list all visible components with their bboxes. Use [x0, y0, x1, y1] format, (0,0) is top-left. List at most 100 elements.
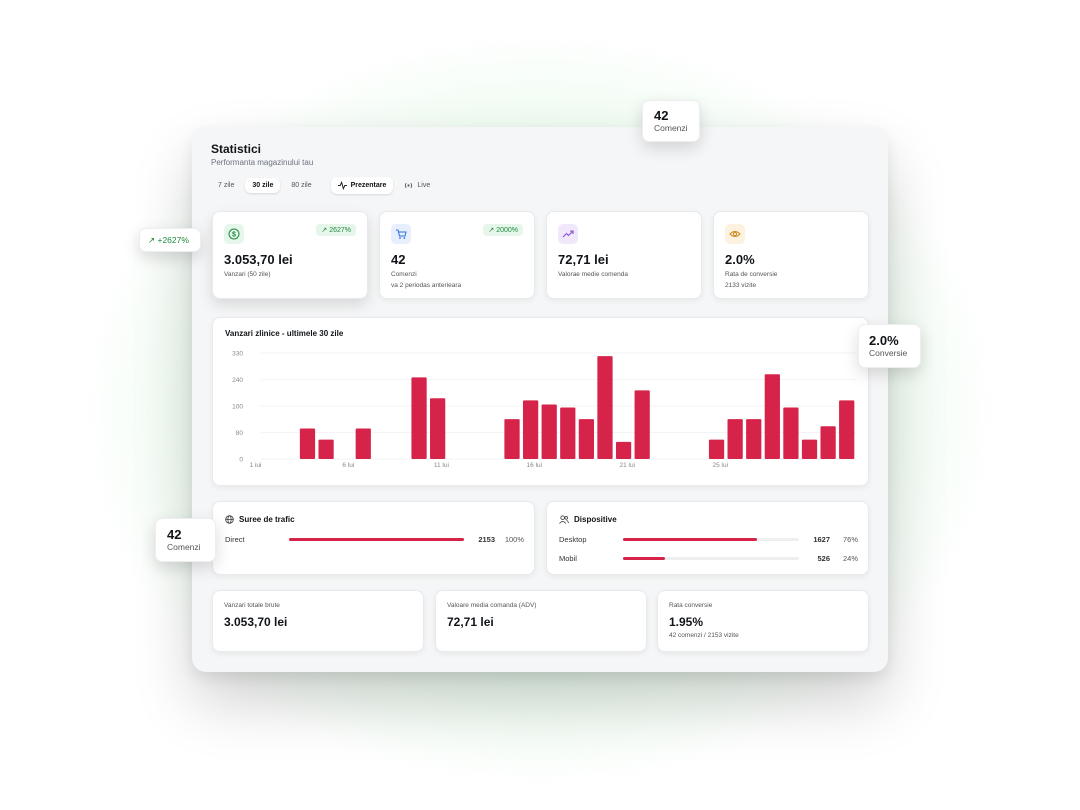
chart-bar[interactable] [504, 419, 520, 459]
summary-card-conversion: Rata conversie 1.95% 42 comenzi / 2153 v… [657, 590, 869, 652]
chart-bar[interactable] [801, 439, 818, 459]
devices-label: Dispositive [574, 515, 617, 524]
chart-bar[interactable] [708, 439, 725, 459]
chart-bar[interactable] [411, 377, 427, 459]
daily-sales-chart-card: Vanzari zlinice - ultimele 30 zile 330 24… [212, 317, 869, 486]
tab-7-zile[interactable]: 7 zile [218, 182, 235, 189]
device-row-count: 1627 [813, 535, 830, 544]
dollar-icon: $ [224, 224, 244, 244]
tab-live[interactable]: Live [397, 177, 437, 194]
activity-icon [337, 181, 347, 190]
traffic-sources-card: Suree de trafic Direct 2153 100% [212, 501, 535, 575]
y-tick-label: 0 [239, 457, 243, 464]
x-tick-label: 11 lui [434, 462, 449, 469]
chart-bar[interactable] [820, 426, 836, 459]
chart-bar[interactable] [430, 398, 446, 459]
device-row-pct: 24% [842, 554, 858, 563]
floating-growth-value: ↗ +2627% [148, 235, 189, 245]
chart-bar[interactable] [746, 419, 762, 459]
kpi-sub: 2133 vizite [725, 282, 757, 289]
chart-bar[interactable] [355, 428, 371, 459]
chart-bar[interactable] [764, 374, 780, 459]
chart-bar[interactable] [597, 356, 613, 459]
y-tick-label: 100 [232, 404, 243, 411]
chart-bar[interactable] [318, 439, 334, 459]
page-title: Statistici [211, 142, 262, 156]
tab-live-label: Live [417, 182, 431, 189]
summary-card-avg-order: Valoare media comanda (ADV) 72,71 lei [435, 590, 647, 652]
progress-bar [623, 538, 799, 541]
x-tick-label: 21 lui [620, 462, 636, 469]
floating-label: Comenzi [654, 123, 688, 133]
tab-30-zile[interactable]: 30 zile [245, 178, 281, 193]
kpi-card-conversion[interactable]: 2.0% Rata de conversie 2133 vizite [713, 211, 869, 299]
progress-bar [623, 557, 799, 560]
growth-badge: ↗ 2000% [483, 224, 523, 236]
summary-label: Valoare media comanda (ADV) [447, 602, 537, 609]
summary-value: 72,71 lei [447, 615, 494, 629]
chart-bar[interactable] [727, 419, 743, 459]
progress-fill [623, 538, 757, 541]
svg-text:$: $ [232, 232, 236, 239]
chart-title: Vanzari zlinice - ultimele 30 zile [225, 329, 344, 338]
progress-fill [623, 557, 666, 560]
progress-fill [289, 538, 464, 541]
x-tick-label: 1 iui [249, 462, 261, 469]
chart-bar[interactable] [560, 407, 576, 459]
kpi-card-avg-order[interactable]: 72,71 lei Valorae medie comenda [546, 211, 702, 299]
floating-orders-card-top: 42 Comenzi [642, 100, 700, 142]
chart-bar[interactable] [783, 407, 799, 459]
chart-bar[interactable] [615, 441, 632, 459]
chart-bar[interactable] [634, 390, 650, 459]
kpi-label: Valorae medie comenda [558, 271, 628, 278]
traffic-row-label: Direct [225, 535, 245, 544]
chart-bar[interactable] [522, 400, 539, 459]
chart-bar[interactable] [839, 400, 855, 459]
summary-label: Rata conversie [669, 602, 713, 609]
progress-bar [289, 538, 464, 541]
x-tick-label: 16 lui [527, 462, 543, 469]
device-row-count: 526 [817, 554, 830, 563]
devices-card: Dispositive Desktop 1627 76% Mobil 526 2… [546, 501, 869, 575]
traffic-sources-title: Suree de trafic [225, 515, 295, 524]
y-tick-label: 240 [232, 377, 243, 384]
kpi-value: 3.053,70 lei [224, 252, 293, 267]
kpi-sub: va 2 periodas anterieara [391, 282, 462, 289]
kpi-card-orders[interactable]: ↗ 2000% 42 Comenzi va 2 periodas anterie… [379, 211, 535, 299]
kpi-label: Vanzari (50 zile) [224, 271, 271, 278]
kpi-card-sales[interactable]: $ ↗ 2627% 3.053,70 lei Vanzari (50 zile) [212, 211, 368, 299]
traffic-row-pct: 100% [504, 535, 524, 544]
device-row-label: Mobil [559, 554, 577, 563]
tab-80-zile[interactable]: 80 zile [291, 182, 312, 189]
chart-bar[interactable] [299, 428, 316, 459]
x-tick-label: 6 lui [342, 462, 354, 469]
traffic-row-count: 2153 [478, 535, 495, 544]
summary-label: Vanzari totale brute [224, 602, 280, 609]
eye-icon [725, 224, 745, 244]
y-tick-label: 330 [232, 351, 243, 358]
device-row-label: Desktop [559, 535, 587, 544]
summary-sub: 42 comenzi / 2153 vizite [669, 632, 739, 639]
trend-icon [558, 224, 578, 244]
kpi-value: 42 [391, 252, 406, 267]
y-tick-label: 80 [236, 430, 244, 437]
summary-card-gross-sales: Vanzari totale brute 3.053,70 lei [212, 590, 424, 652]
chart-bar[interactable] [541, 404, 557, 459]
floating-label: Conversie [869, 348, 908, 358]
floating-growth-badge: ↗ +2627% [139, 228, 201, 252]
floating-conversion-card: 2.0% Conversie [858, 324, 921, 368]
kpi-label: Rata de conversie [725, 271, 778, 278]
kpi-value: 2.0% [725, 252, 755, 267]
tab-prezentare-label: Prezentare [350, 182, 387, 189]
floating-label: Comenzi [167, 542, 201, 552]
broadcast-icon [405, 182, 413, 189]
statistics-panel: Statistici Performanta magazinului tau 7… [192, 127, 888, 672]
floating-value: 42 [167, 527, 182, 542]
tab-prezentare[interactable]: Prezentare [330, 177, 394, 194]
kpi-label: Comenzi [391, 271, 417, 278]
device-row-desktop: Desktop 1627 76% [559, 535, 858, 544]
daily-sales-chart: 330 240 100 80 0 1 iui 6 lui 11 lui 16 lui 21 lui… [232, 351, 856, 469]
growth-badge: ↗ 2627% [316, 224, 356, 236]
chart-bar[interactable] [578, 419, 595, 459]
floating-value: 2.0% [869, 333, 899, 348]
